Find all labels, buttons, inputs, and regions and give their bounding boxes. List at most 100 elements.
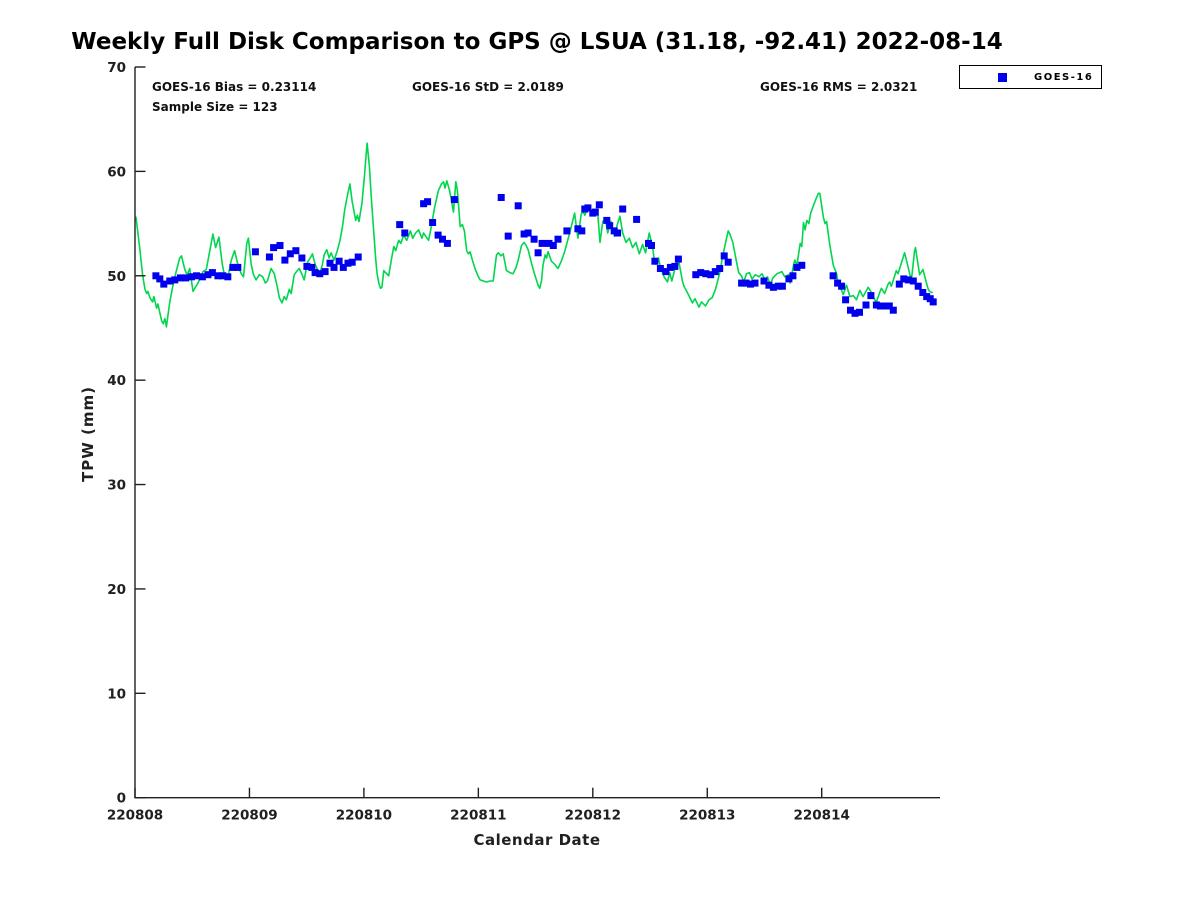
goes16-point: [711, 268, 719, 276]
goes16-point: [765, 281, 773, 289]
goes16-point: [919, 289, 927, 296]
goes16-point: [420, 200, 428, 208]
goes16-point: [292, 247, 300, 255]
goes16-point: [538, 239, 546, 247]
annotation-sample-size: Sample Size = 123: [152, 100, 278, 114]
goes16-point: [738, 279, 746, 287]
annotation-bias: GOES-16 Bias = 0.23114: [152, 80, 317, 94]
goes16-point: [214, 272, 222, 280]
goes16-point: [606, 222, 614, 230]
goes16-point: [234, 263, 242, 271]
goes16-point: [885, 302, 893, 310]
goes16-point: [789, 272, 797, 280]
goes16-point: [697, 269, 705, 277]
goes16-point: [339, 263, 347, 271]
goes16-point: [198, 273, 206, 281]
goes16-point: [224, 273, 232, 281]
y-tick-label: 40: [107, 373, 126, 389]
goes16-point: [530, 235, 538, 243]
goes16-point: [545, 239, 553, 247]
goes16-point: [276, 242, 284, 249]
axis-spines: [134, 67, 940, 799]
y-tick-label: 10: [107, 686, 126, 702]
goes16-point: [303, 262, 311, 270]
y-tick-label: 60: [107, 164, 126, 180]
goes16-point: [785, 275, 793, 283]
goes16-point: [614, 229, 622, 237]
goes16-point: [914, 282, 922, 290]
goes16-point: [798, 261, 806, 269]
goes16-point: [648, 242, 655, 249]
goes16-point: [286, 250, 294, 258]
goes16-point: [354, 253, 362, 261]
gps-line: [135, 142, 933, 328]
goes16-point: [166, 277, 174, 285]
goes16-point: [520, 230, 528, 238]
goes16-point: [429, 219, 437, 226]
goes16-point: [856, 308, 863, 316]
goes16-point: [330, 263, 338, 271]
goes16-point: [603, 216, 611, 224]
goes16-point: [666, 263, 674, 271]
goes16-point: [265, 253, 273, 261]
goes16-point: [450, 196, 458, 204]
goes16-point: [311, 269, 319, 277]
goes16-point: [872, 301, 880, 309]
goes16-point: [692, 271, 700, 279]
goes16-point: [876, 302, 884, 310]
goes16-point: [160, 280, 168, 288]
goes16-point: [321, 268, 329, 276]
y-tick-label: 70: [107, 60, 126, 76]
goes16-point: [847, 306, 854, 314]
goes16-point: [851, 309, 859, 317]
legend-label: GOES-16: [1034, 71, 1094, 83]
goes16-point: [251, 248, 259, 256]
goes16-point: [662, 268, 670, 276]
goes16-point: [720, 252, 728, 260]
goes16-point: [554, 235, 562, 243]
goes16-point: [229, 263, 237, 271]
y-axis-title: TPW (mm): [79, 386, 97, 482]
x-tick-label: 220814: [794, 808, 850, 824]
goes16-point: [326, 259, 334, 267]
goes16-point: [651, 257, 659, 265]
goes16-point: [707, 271, 715, 279]
goes16-point: [929, 298, 937, 306]
goes16-point: [619, 205, 627, 213]
goes16-point: [842, 296, 850, 304]
goes16-point: [742, 279, 750, 287]
goes16-point: [344, 259, 352, 267]
legend-square-marker-icon: [998, 72, 1007, 82]
goes16-point: [497, 194, 505, 201]
goes16-point: [348, 258, 356, 266]
goes16-point: [702, 270, 710, 278]
goes16-point: [152, 272, 160, 280]
goes16-point: [834, 279, 842, 287]
goes16-point: [316, 270, 324, 278]
goes16-point: [760, 277, 768, 285]
goes16-point: [424, 198, 432, 206]
goes16-point: [439, 235, 446, 243]
chart-title: Weekly Full Disk Comparison to GPS @ LSU…: [71, 29, 1003, 55]
goes16-point: [182, 274, 190, 282]
y-tick-label: 0: [117, 791, 126, 807]
goes16-point: [193, 272, 200, 280]
goes16-point: [434, 231, 442, 239]
goes16-point: [171, 276, 179, 284]
goes16-point: [176, 274, 184, 282]
goes16-point: [793, 263, 801, 271]
goes16-point: [156, 275, 164, 283]
x-tick-label: 220811: [450, 808, 506, 824]
goes16-point: [633, 215, 641, 223]
goes16-point: [584, 204, 592, 212]
goes16-point: [900, 275, 908, 283]
goes16-point: [595, 201, 603, 209]
goes16-point: [904, 276, 912, 284]
goes16-point: [396, 221, 404, 229]
goes16-point: [219, 272, 227, 280]
goes16-point: [674, 255, 682, 263]
x-tick-label: 220808: [107, 808, 163, 824]
x-tick-label: 220809: [221, 808, 277, 824]
